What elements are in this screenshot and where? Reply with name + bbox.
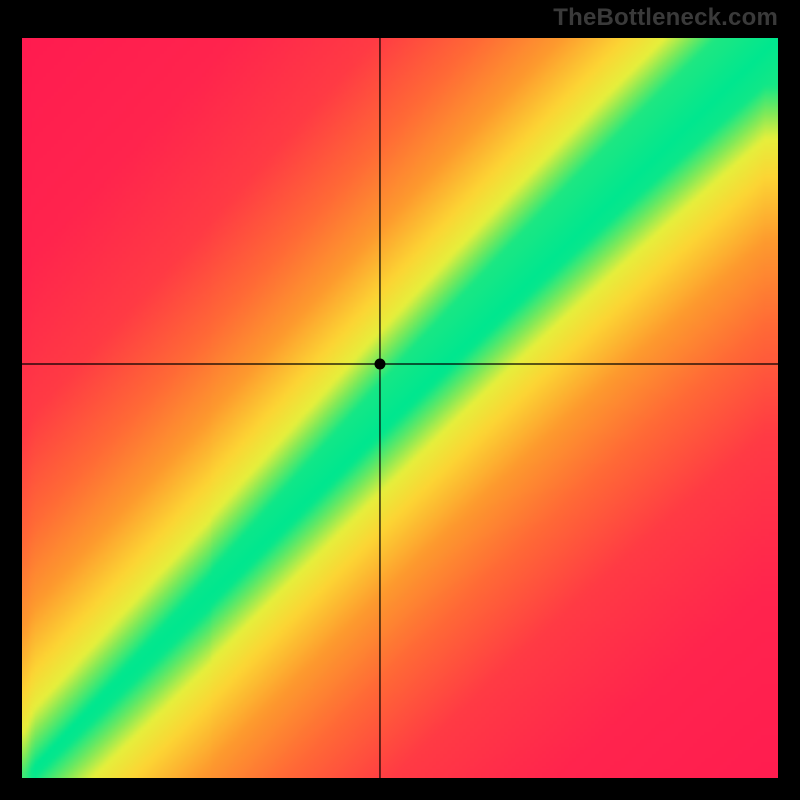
heatmap-canvas <box>22 38 778 778</box>
chart-container: TheBottleneck.com <box>0 0 800 800</box>
watermark-text: TheBottleneck.com <box>553 4 778 32</box>
bottleneck-heatmap <box>22 38 778 778</box>
